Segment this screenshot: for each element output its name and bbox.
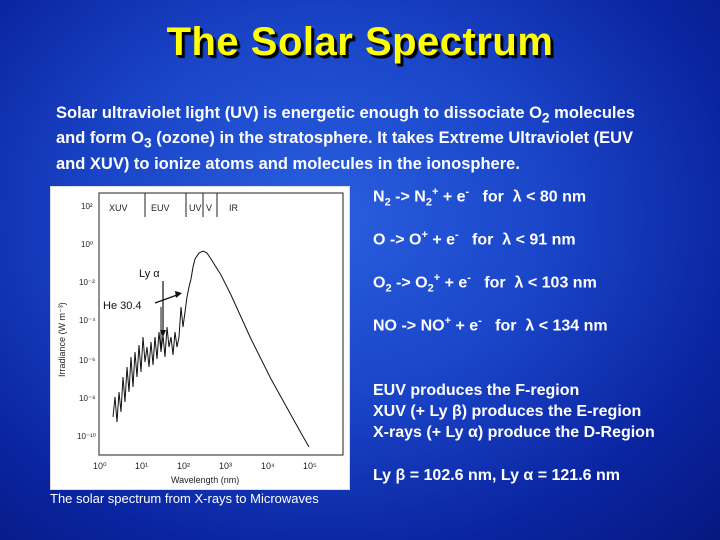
y-tick: 10⁰ (81, 240, 93, 249)
x-axis-label: Wavelength (nm) (171, 475, 239, 485)
x-tick: 10³ (219, 461, 232, 471)
ly-alpha-arrowhead (160, 330, 166, 337)
intro-line-2: and form O3 (ozone) in the stratosphere.… (56, 129, 634, 151)
band-label-euv: EUV (151, 203, 170, 213)
band-label-xuv: XUV (109, 203, 128, 213)
he-30-arrowhead (175, 291, 182, 298)
x-tick: 10¹ (135, 461, 148, 471)
note-xrays: X-rays (+ Ly α) produce the D-Region (373, 424, 655, 441)
intro-line-1: Solar ultraviolet light (UV) is energeti… (56, 104, 635, 126)
spectrum-svg: XUV EUV UV V IR 10² 10⁰ 10⁻² 10⁻⁴ 10⁻⁶ 1… (57, 192, 344, 485)
band-label-ir: IR (229, 203, 239, 213)
x-tick: 10⁵ (303, 461, 317, 471)
note-xuv: XUV (+ Ly β) produces the E-region (373, 403, 642, 420)
region-notes: EUV produces the F-region XUV (+ Ly β) p… (373, 380, 655, 443)
reaction-n2: N2 -> N2+ + e- for λ < 80 nm (373, 186, 587, 209)
intro-line-3: and XUV) to ionize atoms and molecules i… (56, 154, 520, 173)
y-tick: 10⁻⁶ (79, 356, 95, 365)
x-tick: 10² (177, 461, 190, 471)
plot-caption: The solar spectrum from X-rays to Microw… (50, 491, 319, 506)
y-tick: 10² (81, 202, 93, 211)
he-30-arrow (154, 294, 178, 304)
band-label-uv: UV (189, 203, 202, 213)
solar-spectrum-plot: XUV EUV UV V IR 10² 10⁰ 10⁻² 10⁻⁴ 10⁻⁶ 1… (50, 186, 350, 490)
y-axis-label: Irradiance (W m⁻³) (57, 302, 67, 377)
spectrum-curve (112, 250, 310, 448)
reaction-o: O -> O+ + e- for λ < 91 nm (373, 229, 576, 249)
y-tick: 10⁻⁸ (79, 394, 96, 403)
slide-title: The Solar Spectrum (166, 20, 554, 64)
he-30-label: He 30.4 (103, 300, 142, 312)
ly-alpha-label: Ly α (139, 268, 160, 280)
reaction-o2: O2 -> O2+ + e- for λ < 103 nm (373, 272, 597, 295)
band-label-v: V (206, 203, 212, 213)
note-euv: EUV produces the F-region (373, 382, 580, 399)
y-tick: 10⁻⁴ (79, 316, 96, 325)
x-tick: 10⁰ (93, 461, 107, 471)
y-tick: 10⁻¹⁰ (77, 432, 96, 441)
y-tick: 10⁻² (79, 278, 95, 287)
lyman-values: Ly β = 102.6 nm, Ly α = 121.6 nm (373, 467, 620, 484)
intro-paragraph: Solar ultraviolet light (UV) is energeti… (56, 103, 696, 175)
x-tick: 10⁴ (261, 461, 275, 471)
plot-frame (98, 192, 344, 456)
reaction-no: NO -> NO+ + e- for λ < 134 nm (373, 315, 608, 335)
